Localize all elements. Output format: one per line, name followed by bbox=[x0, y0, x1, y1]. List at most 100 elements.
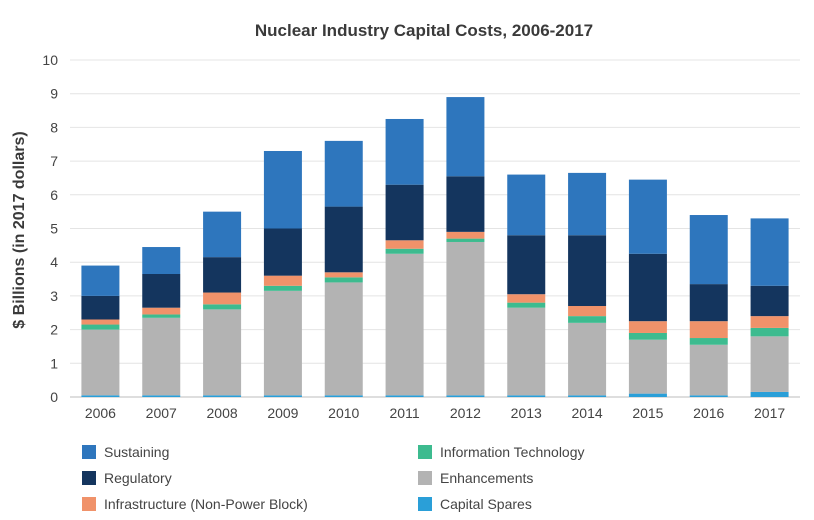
legend-label: Capital Spares bbox=[440, 496, 532, 512]
y-tick-label: 5 bbox=[50, 221, 58, 237]
bar-segment-capital-spares bbox=[324, 395, 363, 397]
bar-segment-capital-spares bbox=[689, 395, 728, 397]
bar-segment-regulatory bbox=[385, 184, 424, 241]
chart-title: Nuclear Industry Capital Costs, 2006-201… bbox=[255, 21, 593, 40]
x-tick-label: 2017 bbox=[754, 405, 785, 421]
legend-label: Regulatory bbox=[104, 470, 172, 486]
x-tick-label: 2009 bbox=[267, 405, 298, 421]
x-tick-label: 2011 bbox=[390, 405, 420, 421]
bar-segment-enhancements bbox=[507, 307, 546, 396]
bar-segment-infrastructure-non-power-block- bbox=[324, 272, 363, 278]
legend-swatch bbox=[82, 471, 96, 485]
legend-item: Enhancements bbox=[418, 467, 533, 489]
bar-segment-enhancements bbox=[324, 282, 363, 396]
legend-label: Information Technology bbox=[440, 444, 585, 460]
bar-segment-sustaining bbox=[142, 247, 181, 274]
y-tick-label: 8 bbox=[50, 119, 58, 135]
bar-segment-information-technology bbox=[81, 324, 120, 330]
bar-segment-capital-spares bbox=[628, 393, 667, 397]
bar-segment-enhancements bbox=[263, 290, 302, 396]
x-tick-label: 2012 bbox=[450, 405, 481, 421]
bar-stack-2016 bbox=[689, 215, 728, 397]
bar-segment-regulatory bbox=[203, 257, 242, 293]
bar-stack-2017 bbox=[750, 218, 789, 397]
bar-segment-infrastructure-non-power-block- bbox=[507, 294, 546, 303]
x-tick-label: 2014 bbox=[572, 405, 603, 421]
legend-swatch bbox=[418, 471, 432, 485]
legend-label: Infrastructure (Non-Power Block) bbox=[104, 496, 308, 512]
bar-segment-infrastructure-non-power-block- bbox=[81, 319, 120, 325]
bar-segment-sustaining bbox=[750, 218, 789, 286]
bar-stack-2007 bbox=[142, 247, 181, 397]
bar-segment-sustaining bbox=[385, 118, 424, 185]
bar-stack-2013 bbox=[507, 174, 546, 397]
bar-segment-sustaining bbox=[203, 211, 242, 258]
bar-segment-enhancements bbox=[568, 322, 607, 396]
legend-item: Sustaining bbox=[82, 441, 169, 463]
bar-segment-information-technology bbox=[689, 338, 728, 345]
bar-segment-sustaining bbox=[446, 97, 485, 177]
bar-segment-infrastructure-non-power-block- bbox=[263, 275, 302, 286]
bar-segment-regulatory bbox=[689, 284, 728, 322]
legend-item: Capital Spares bbox=[418, 493, 532, 515]
bar-segment-enhancements bbox=[446, 241, 485, 396]
bar-segment-information-technology bbox=[568, 316, 607, 323]
bar-segment-infrastructure-non-power-block- bbox=[689, 321, 728, 339]
legend-swatch bbox=[82, 445, 96, 459]
x-axis-ticks: 2006 2007 2008 2009 2010 2011 2012 2013 2014 2015… bbox=[85, 405, 786, 421]
legend-item: Regulatory bbox=[82, 467, 172, 489]
bar-segment-sustaining bbox=[689, 215, 728, 285]
bar-stack-2010 bbox=[324, 140, 363, 397]
y-tick-label: 7 bbox=[50, 153, 58, 169]
bar-segment-sustaining bbox=[263, 150, 302, 229]
x-tick-label: 2013 bbox=[511, 405, 542, 421]
bar-segment-infrastructure-non-power-block- bbox=[568, 306, 607, 317]
bar-stack-2008 bbox=[203, 211, 242, 397]
bar-segment-information-technology bbox=[142, 314, 181, 318]
stacked-bar-chart: Nuclear Industry Capital Costs, 2006-201… bbox=[11, 21, 800, 421]
bar-segment-regulatory bbox=[446, 176, 485, 232]
bar-segment-sustaining bbox=[568, 172, 607, 236]
bar-segment-capital-spares bbox=[81, 395, 120, 397]
bar-segment-infrastructure-non-power-block- bbox=[750, 316, 789, 328]
bar-segment-information-technology bbox=[507, 302, 546, 308]
bar-segment-regulatory bbox=[507, 235, 546, 295]
bar-stack-2009 bbox=[263, 150, 302, 397]
bar-segment-capital-spares bbox=[142, 395, 181, 397]
x-tick-label: 2015 bbox=[632, 405, 663, 421]
bar-stack-2011 bbox=[385, 118, 424, 397]
bar-segment-information-technology bbox=[385, 248, 424, 254]
bar-segment-enhancements bbox=[203, 309, 242, 396]
y-tick-label: 6 bbox=[50, 187, 58, 203]
bar-segment-capital-spares bbox=[263, 395, 302, 397]
y-tick-label: 1 bbox=[50, 355, 58, 371]
bar-segment-regulatory bbox=[750, 285, 789, 317]
bar-segment-information-technology bbox=[324, 277, 363, 283]
bar-segment-enhancements bbox=[81, 329, 120, 396]
bar-stack-2006 bbox=[81, 265, 120, 397]
bar-segment-regulatory bbox=[142, 273, 181, 308]
y-tick-label: 10 bbox=[42, 52, 58, 68]
bar-segment-sustaining bbox=[81, 265, 120, 296]
y-tick-label: 4 bbox=[50, 254, 58, 270]
legend-item: Infrastructure (Non-Power Block) bbox=[82, 493, 308, 515]
bar-segment-enhancements bbox=[385, 253, 424, 396]
bar-segment-information-technology bbox=[750, 327, 789, 337]
bar-segment-capital-spares bbox=[507, 395, 546, 397]
bar-segment-enhancements bbox=[628, 339, 667, 394]
bar-segment-sustaining bbox=[507, 174, 546, 236]
bar-segment-sustaining bbox=[628, 179, 667, 254]
legend-swatch bbox=[418, 497, 432, 511]
bar-segment-infrastructure-non-power-block- bbox=[203, 292, 242, 305]
bar-segment-sustaining bbox=[324, 140, 363, 207]
legend-item: Information Technology bbox=[418, 441, 585, 463]
x-tick-label: 2010 bbox=[328, 405, 359, 421]
bars bbox=[81, 97, 789, 397]
y-tick-label: 3 bbox=[50, 288, 58, 304]
bar-segment-capital-spares bbox=[568, 395, 607, 397]
bar-segment-capital-spares bbox=[750, 391, 789, 397]
bar-stack-2012 bbox=[446, 97, 485, 397]
y-tick-label: 2 bbox=[50, 322, 58, 338]
legend-label: Enhancements bbox=[440, 470, 534, 486]
grid-lines bbox=[70, 59, 800, 398]
